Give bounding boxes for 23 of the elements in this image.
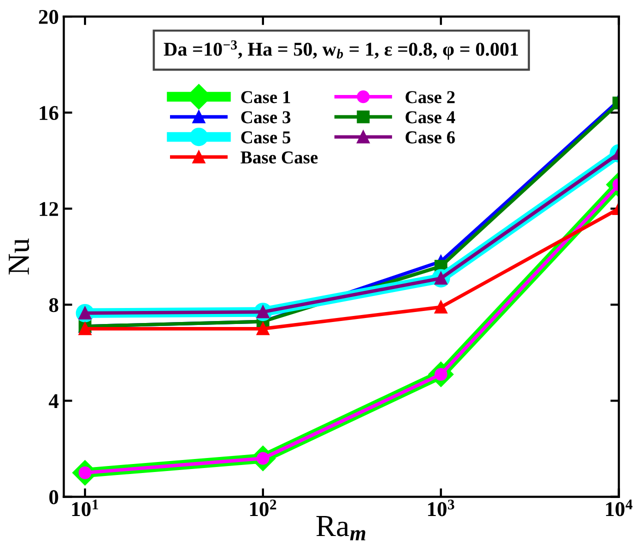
legend-label: Case 1	[241, 91, 290, 104]
annotation: Da =10$^{−3}$, Ha = 50, w$_{b}$ = 1, ε =0.8, φ = 0.001	[164, 40, 518, 60]
legend-label: Case 6	[406, 131, 455, 144]
point	[434, 300, 448, 314]
point	[256, 322, 270, 336]
y-tick-label: 8	[49, 298, 58, 312]
x-tick-label: 10$^{3}$	[428, 500, 454, 516]
legend-label: Case 3	[241, 111, 290, 124]
point	[78, 322, 92, 336]
legend-label: Case 5	[241, 131, 290, 144]
x-axis-title: Ra$_{m}$	[316, 516, 366, 540]
y-tick-label: 0	[49, 490, 58, 504]
x-tick-label: 10$^{4}$	[606, 500, 632, 516]
y-tick-label: 20	[38, 10, 58, 24]
y-tick-label: 4	[48, 394, 59, 408]
y-tick-label: 16	[40, 106, 58, 120]
y-axis-title: Nu	[8, 238, 30, 274]
x-tick-label: 10$^{1}$	[72, 500, 98, 516]
x-tick-label: 10$^{2}$	[250, 500, 276, 516]
legend-label: Base Case	[240, 151, 318, 164]
legend-label: Case 2	[406, 91, 455, 104]
y-tick-label: 12	[40, 202, 58, 216]
legend-label: Case 4	[406, 111, 456, 124]
